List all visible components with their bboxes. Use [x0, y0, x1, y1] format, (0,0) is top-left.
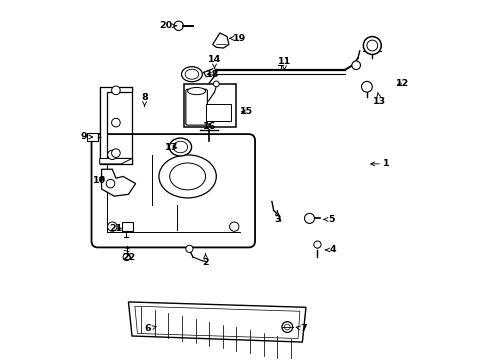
Circle shape — [364, 37, 381, 54]
Circle shape — [106, 179, 115, 188]
Polygon shape — [128, 302, 306, 342]
Text: 2: 2 — [202, 254, 209, 267]
Text: 21: 21 — [109, 224, 122, 233]
Text: 18: 18 — [206, 70, 220, 79]
Circle shape — [112, 86, 120, 95]
Circle shape — [230, 222, 239, 231]
Bar — [87, 133, 98, 140]
Circle shape — [123, 253, 130, 261]
FancyBboxPatch shape — [92, 134, 255, 247]
Circle shape — [304, 213, 315, 224]
Ellipse shape — [181, 67, 202, 82]
Circle shape — [108, 150, 117, 159]
Text: 4: 4 — [325, 246, 336, 255]
Circle shape — [367, 40, 378, 51]
Circle shape — [362, 81, 372, 92]
Ellipse shape — [159, 155, 216, 198]
Circle shape — [282, 321, 293, 332]
Text: 11: 11 — [278, 57, 291, 70]
Circle shape — [108, 222, 117, 231]
Circle shape — [314, 241, 321, 248]
Ellipse shape — [170, 138, 192, 156]
Circle shape — [285, 324, 290, 330]
Ellipse shape — [188, 87, 205, 95]
Circle shape — [174, 21, 183, 31]
FancyBboxPatch shape — [186, 89, 207, 125]
Text: 20: 20 — [160, 21, 177, 30]
Polygon shape — [101, 169, 136, 196]
Circle shape — [352, 61, 361, 69]
Text: 17: 17 — [165, 143, 178, 152]
Text: 14: 14 — [208, 55, 221, 68]
Text: 10: 10 — [93, 176, 106, 185]
Ellipse shape — [170, 163, 205, 190]
Circle shape — [112, 118, 120, 127]
Text: 16: 16 — [202, 122, 216, 131]
Polygon shape — [213, 33, 229, 48]
Circle shape — [112, 149, 120, 157]
Text: 19: 19 — [230, 34, 246, 43]
Text: 9: 9 — [80, 132, 93, 141]
Ellipse shape — [173, 141, 188, 153]
Text: 7: 7 — [296, 324, 308, 333]
Text: 22: 22 — [122, 253, 135, 262]
Text: 1: 1 — [371, 159, 390, 168]
Bar — [205, 104, 231, 121]
Bar — [184, 84, 236, 127]
Polygon shape — [135, 306, 300, 338]
Ellipse shape — [185, 69, 199, 79]
Polygon shape — [100, 158, 132, 164]
Polygon shape — [100, 87, 132, 164]
Text: 6: 6 — [145, 324, 156, 333]
Text: 12: 12 — [396, 79, 410, 88]
Text: 15: 15 — [240, 107, 253, 116]
Text: 3: 3 — [274, 211, 280, 224]
Text: 8: 8 — [141, 93, 148, 106]
Text: 5: 5 — [323, 215, 334, 224]
Text: 13: 13 — [373, 93, 386, 105]
Circle shape — [214, 81, 219, 87]
Bar — [122, 222, 133, 231]
Circle shape — [186, 245, 193, 252]
